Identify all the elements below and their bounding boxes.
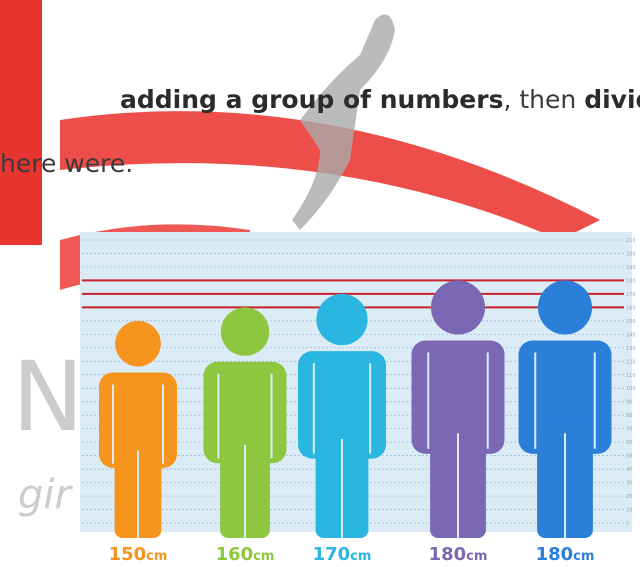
figure-label: 180cm: [536, 544, 595, 565]
line2: here were.: [0, 149, 133, 178]
figure: [298, 293, 386, 538]
figure: [203, 307, 287, 538]
ruler-label: 190: [626, 265, 636, 271]
watermark-word: gir: [18, 472, 74, 518]
figure: [411, 280, 505, 538]
ruler-label: 90: [626, 400, 632, 406]
silhouette: [292, 14, 395, 230]
ruler-label: 110: [626, 373, 636, 379]
figure-unit: cm: [146, 549, 167, 564]
figure: [518, 280, 612, 538]
figure-head: [316, 293, 368, 346]
red-swoosh: [60, 111, 600, 240]
line1: adding a group of numbers, then dividi: [120, 85, 640, 114]
ruler-label: 70: [626, 427, 632, 433]
figure-label: 170cm: [313, 544, 372, 565]
watermark-letter: N: [12, 341, 84, 453]
red-bar: [0, 0, 42, 245]
figure-height: 150: [109, 544, 147, 565]
ruler-label: 80: [626, 413, 632, 419]
ruler-label: 170: [626, 292, 636, 298]
ruler-label: 210: [626, 238, 636, 244]
figure-height: 180: [536, 544, 574, 565]
ruler-label: 20: [626, 494, 632, 500]
figure-height: 160: [216, 544, 254, 565]
figure-unit: cm: [350, 549, 371, 564]
ruler-label: 180: [626, 278, 636, 284]
text-segment: , then: [503, 85, 584, 114]
ruler-label: 140: [626, 332, 636, 338]
figure-height: 180: [429, 544, 467, 565]
figure: [99, 320, 177, 538]
text-segment: dividi: [584, 85, 640, 114]
figure-label: 150cm: [109, 544, 168, 565]
figure-label: 160cm: [216, 544, 275, 565]
figure-height: 170: [313, 544, 351, 565]
ruler-label: 0: [626, 521, 629, 527]
ruler-label: 150: [626, 319, 636, 325]
ruler-label: 60: [626, 440, 632, 446]
ruler-label: 10: [626, 508, 632, 514]
figure-head: [537, 280, 593, 335]
ruler-label: 30: [626, 481, 632, 487]
ruler-label: 200: [626, 251, 636, 257]
figure-unit: cm: [466, 549, 487, 564]
figure-unit: cm: [253, 549, 274, 564]
ruler-label: 130: [626, 346, 636, 352]
ruler-label: 100: [626, 386, 636, 392]
figure-unit: cm: [573, 549, 594, 564]
ruler-label: 50: [626, 454, 632, 460]
figure-head: [430, 280, 486, 335]
ruler-label: 40: [626, 467, 632, 473]
figure-head: [115, 320, 161, 367]
ruler-label: 120: [626, 359, 636, 365]
figure-head: [220, 307, 270, 356]
text-segment: adding a group of numbers: [120, 85, 503, 114]
figure-label: 180cm: [429, 544, 488, 565]
ruler-label: 160: [626, 305, 636, 311]
